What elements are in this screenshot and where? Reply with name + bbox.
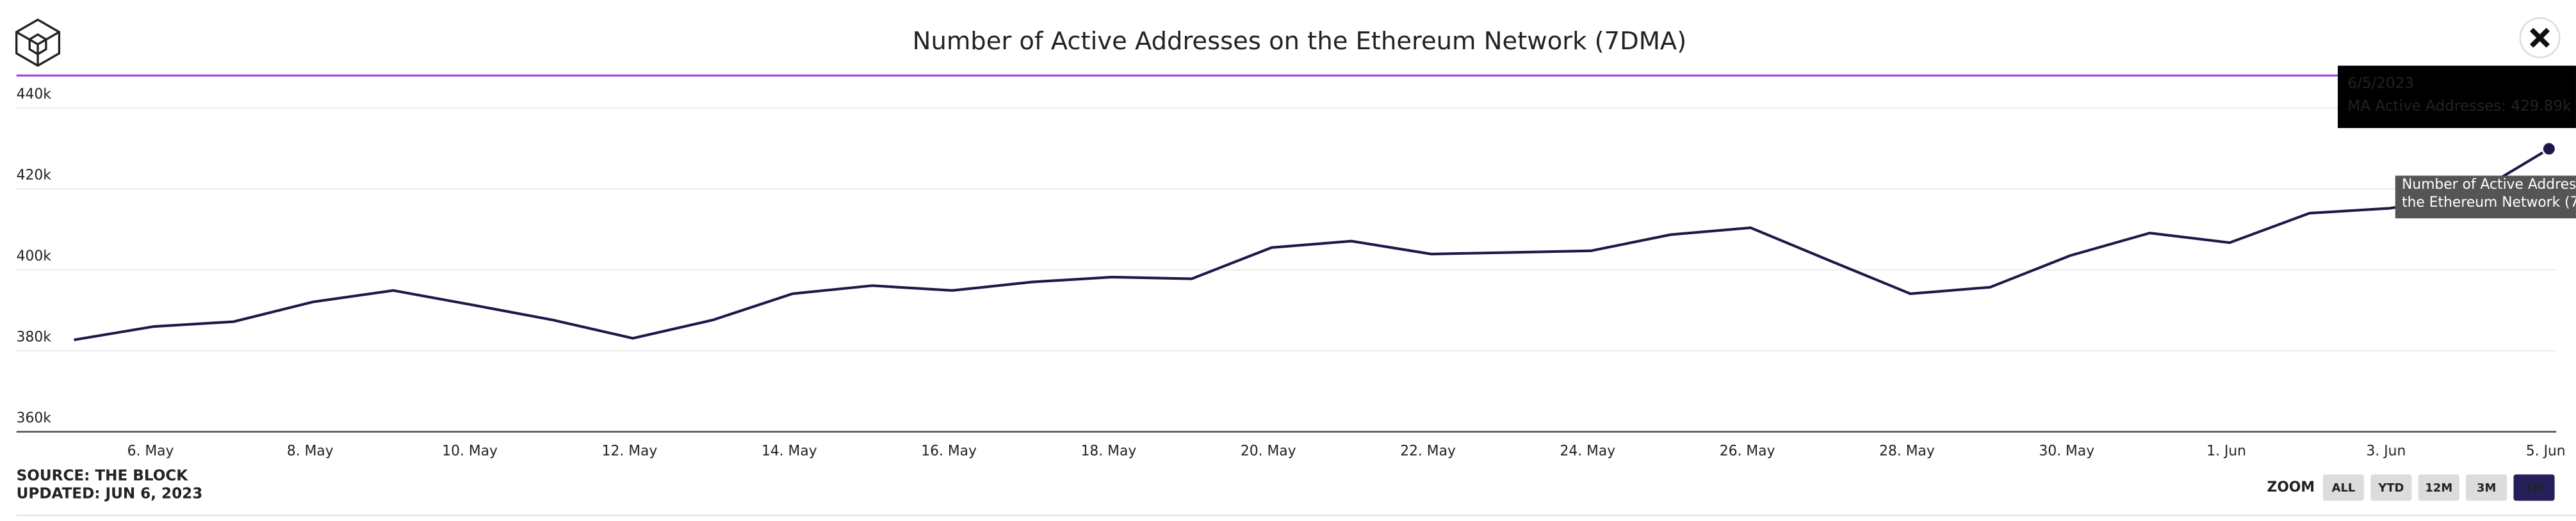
- y-tick-label: 440k: [17, 86, 52, 102]
- zoom-button-label[interactable]: 12M: [2425, 481, 2452, 495]
- series-line: [74, 147, 2550, 342]
- zoom-button[interactable]: [2322, 474, 2365, 501]
- x-tick-label: 8. May: [287, 443, 334, 459]
- x-tick-label: 10. May: [442, 443, 498, 459]
- x-tick-label: 3. Jun: [2367, 443, 2406, 459]
- source: SOURCE: THE BLOCK: [17, 467, 189, 484]
- zoom-button-label[interactable]: 3M: [2477, 481, 2496, 495]
- series-legend-tooltip: Number of Active Addresses on the Ethere…: [2395, 175, 2576, 219]
- y-tick-label: 360k: [17, 410, 52, 426]
- x-tick-label: 1. Jun: [2206, 443, 2246, 459]
- x-tick-label: 26. May: [1720, 443, 1775, 459]
- x-tick-label: 22. May: [1400, 443, 1456, 459]
- logo[interactable]: [15, 18, 61, 67]
- zoom-button[interactable]: [2418, 474, 2459, 501]
- x-tick-label: 12. May: [602, 443, 658, 459]
- zoom-button-label[interactable]: 1M: [2524, 481, 2543, 495]
- x-tick-label: 5. Jun: [2526, 443, 2566, 459]
- zoom-label: ZOOM: [2267, 479, 2315, 495]
- x-tick-label: 24. May: [1560, 443, 1616, 459]
- legend-tooltip-label: Number of Active Addresses on the Ethere…: [2402, 177, 2576, 212]
- updated: UPDATED: JUN 6, 2023: [17, 486, 203, 502]
- x-tick-label: 30. May: [2039, 443, 2094, 459]
- zoom-button[interactable]: [2513, 474, 2555, 501]
- zoom-button[interactable]: [2370, 474, 2412, 501]
- legend-tooltip-box: [2395, 175, 2576, 219]
- tooltip-date: 6/5/2023: [2347, 75, 2414, 92]
- zoom-button[interactable]: [2466, 474, 2507, 501]
- close-button[interactable]: [2519, 17, 2561, 59]
- x-tick-label: 6. May: [127, 443, 174, 459]
- x-tick-label: 20. May: [1241, 443, 1296, 459]
- zoom-button-label[interactable]: ALL: [2332, 481, 2356, 495]
- x-tick-label: 14. May: [762, 443, 817, 459]
- y-tick-label: 380k: [17, 330, 52, 346]
- tooltip-box: [2338, 65, 2576, 129]
- legend-tooltip-text: Number of Active Addresses on the Ethere…: [2402, 177, 2576, 212]
- x-tick-label: 18. May: [1081, 443, 1137, 459]
- chart-title: Number of Active Addresses on the Ethere…: [913, 27, 1687, 56]
- x-tick-label: 28. May: [1879, 443, 1935, 459]
- zoom-button-label[interactable]: YTD: [2377, 481, 2404, 495]
- y-tick-label: 400k: [17, 248, 52, 264]
- hover-marker: [2541, 141, 2557, 157]
- tooltip-value: MA Active Addresses: 429.89k: [2347, 98, 2572, 115]
- x-tick-label: 16. May: [921, 443, 977, 459]
- y-tick-label: 420k: [17, 168, 52, 184]
